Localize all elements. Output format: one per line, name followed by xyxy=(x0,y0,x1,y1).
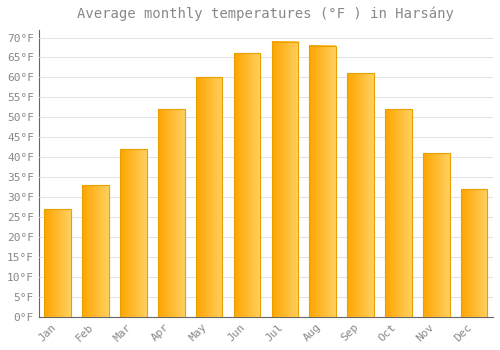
Bar xyxy=(385,109,411,317)
Bar xyxy=(272,42,298,317)
Bar xyxy=(120,149,146,317)
Title: Average monthly temperatures (°F ) in Harsány: Average monthly temperatures (°F ) in Ha… xyxy=(78,7,454,21)
Bar xyxy=(82,185,109,317)
Bar xyxy=(158,109,184,317)
Bar xyxy=(44,209,71,317)
Bar xyxy=(196,77,222,317)
Bar xyxy=(461,189,487,317)
Bar xyxy=(423,153,450,317)
Bar xyxy=(234,54,260,317)
Bar xyxy=(348,74,374,317)
Bar xyxy=(310,46,336,317)
